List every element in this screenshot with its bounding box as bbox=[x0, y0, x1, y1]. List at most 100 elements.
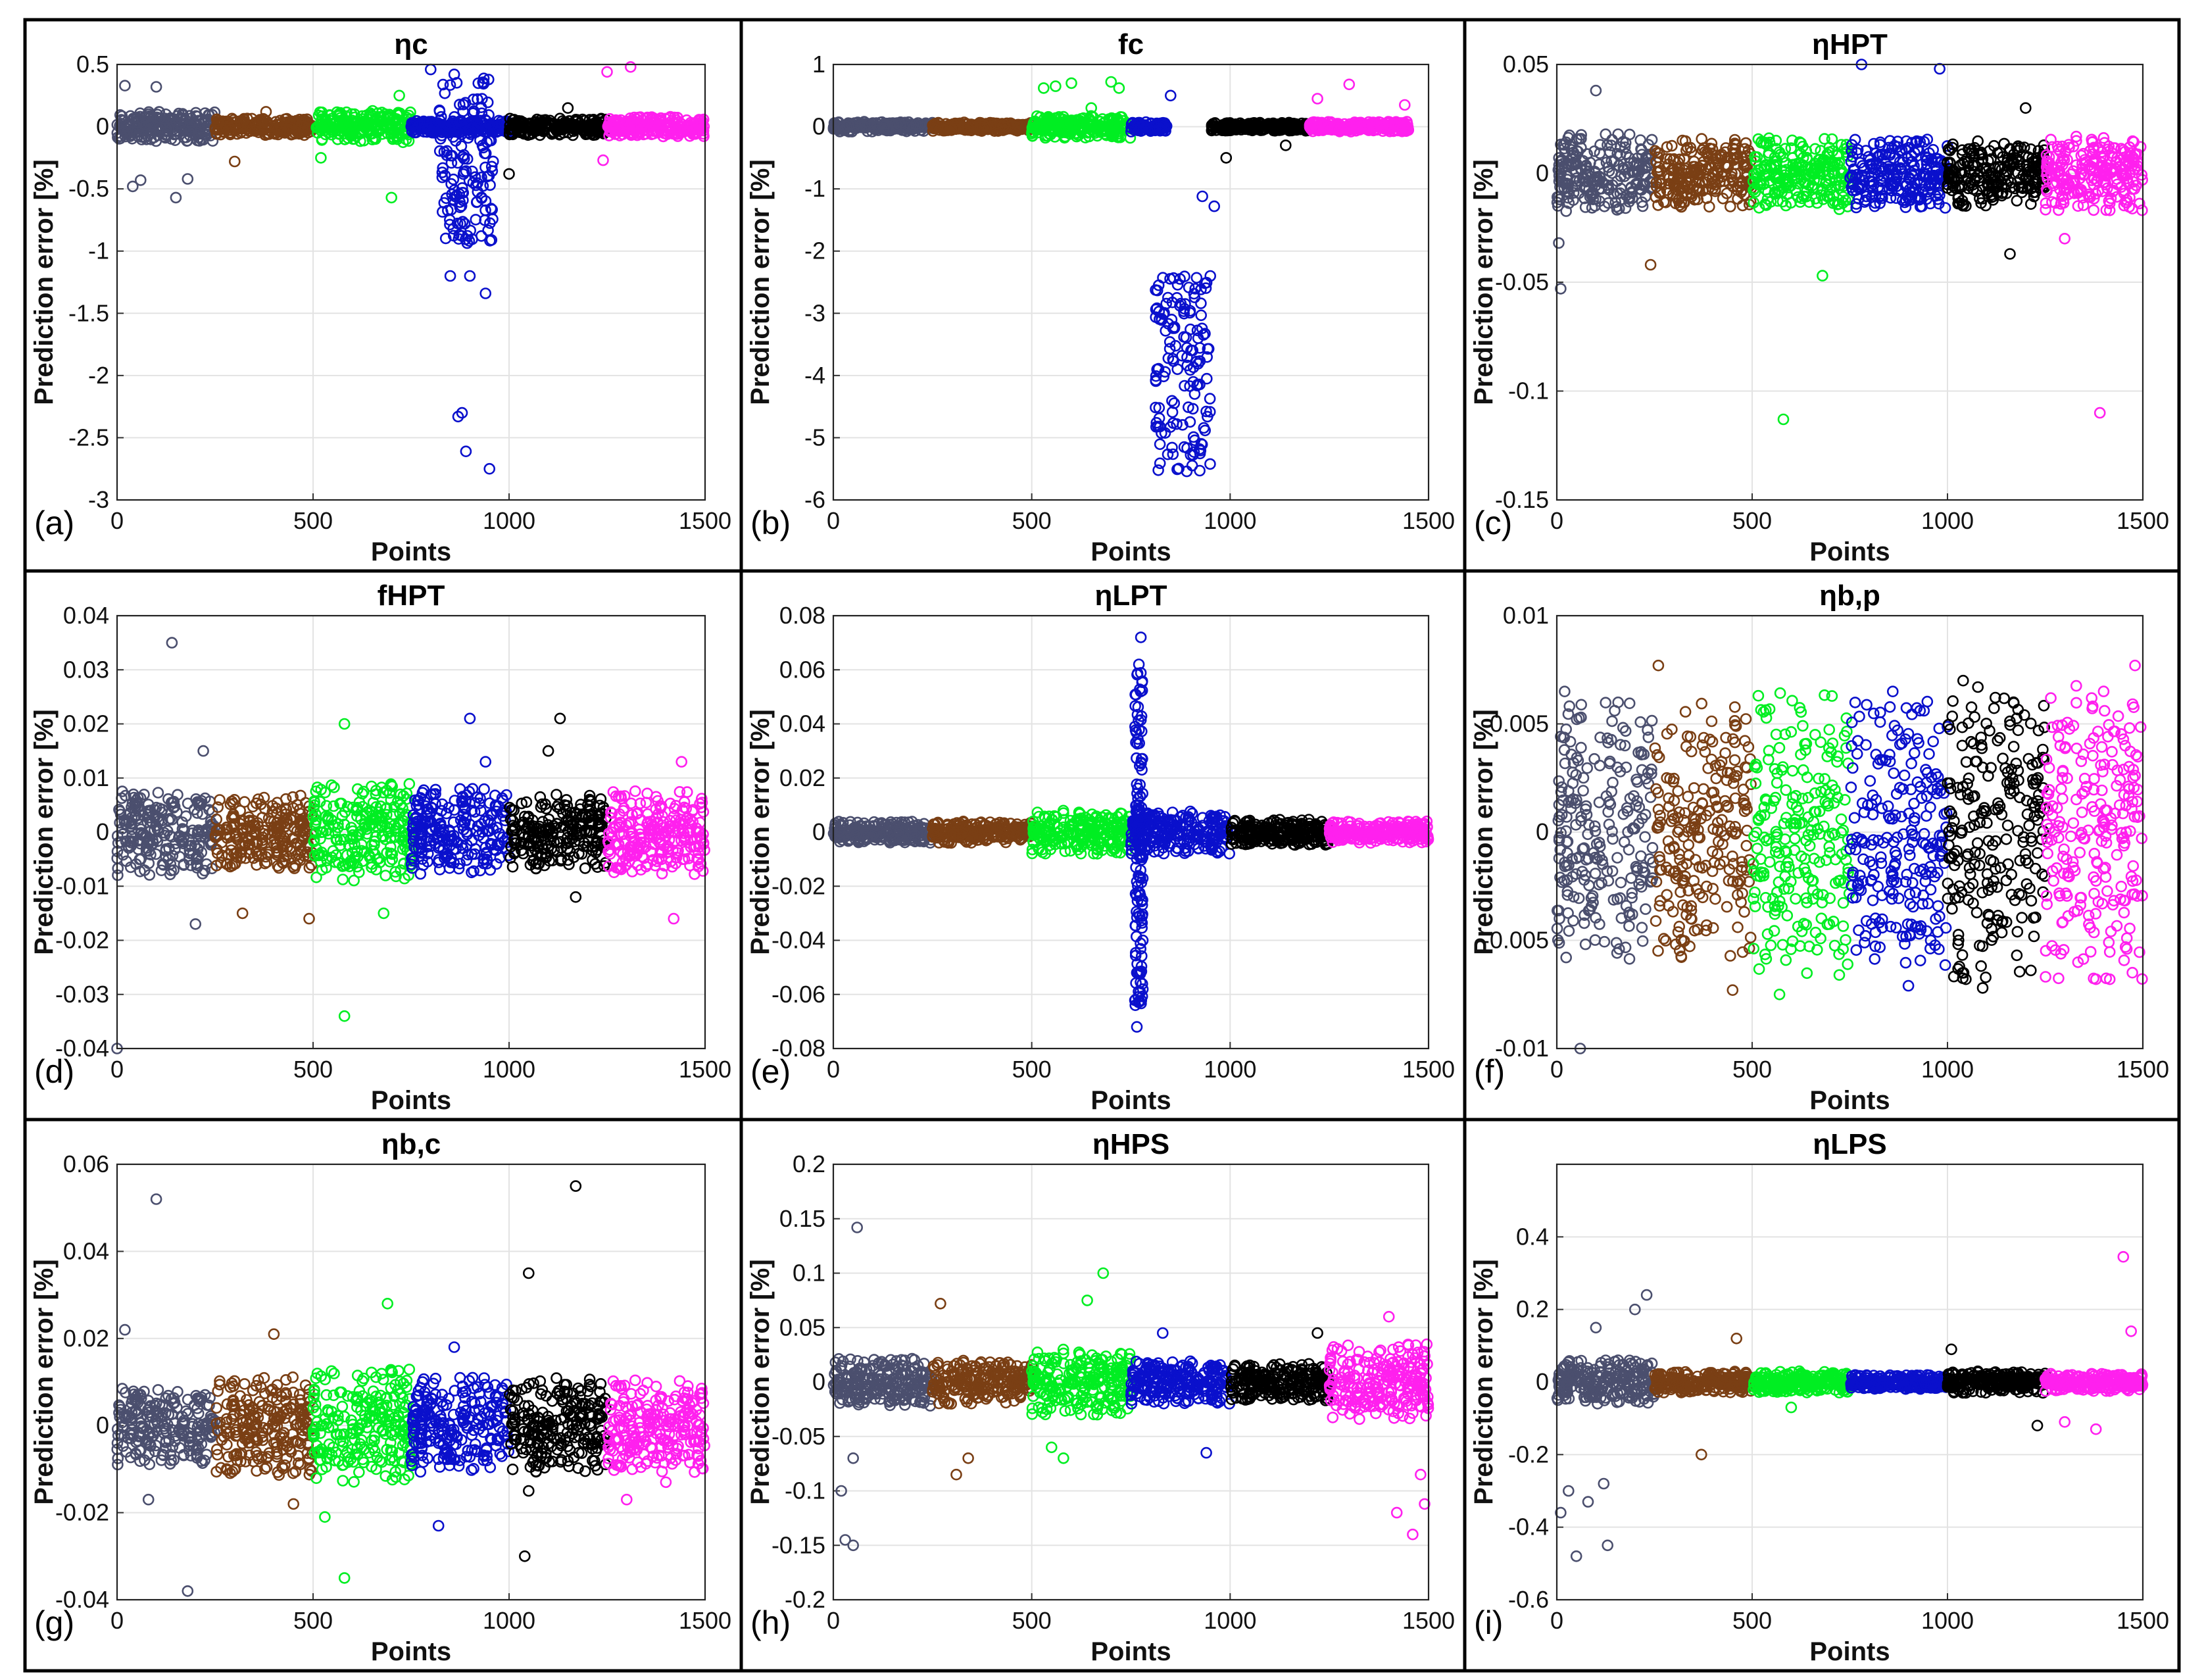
x-tick-label: 500 bbox=[293, 507, 333, 534]
y-tick-label: 0.03 bbox=[63, 656, 109, 683]
data-point bbox=[393, 89, 405, 102]
data-point bbox=[238, 118, 251, 130]
chart-panel: 0 500 1000 1500-0.15-0.1-0.0500.05ηHPTPoint… bbox=[1469, 28, 2169, 566]
data-point bbox=[176, 119, 189, 132]
y-tick-label: -6 bbox=[804, 486, 825, 513]
y-tick-label: -0.5 bbox=[68, 175, 109, 202]
data-point bbox=[391, 133, 404, 145]
y-tick-label: 1 bbox=[812, 51, 825, 78]
data-point bbox=[181, 135, 193, 147]
y-axis-label: Prediction error [%] bbox=[746, 159, 775, 405]
data-point bbox=[182, 173, 194, 185]
data-point bbox=[374, 115, 387, 128]
x-tick-label: 1500 bbox=[1402, 507, 1455, 534]
chart-title: ηHPT bbox=[1812, 28, 1888, 61]
y-tick-label: -1.5 bbox=[68, 299, 109, 326]
data-point bbox=[139, 111, 151, 122]
y-tick-label: -3 bbox=[804, 299, 825, 326]
data-point bbox=[362, 124, 375, 136]
data-point bbox=[158, 112, 170, 125]
panel-letter: (a) bbox=[34, 505, 74, 541]
y-tick-label: -4 bbox=[804, 362, 825, 389]
data-point bbox=[259, 129, 272, 141]
data-point bbox=[165, 133, 178, 145]
data-point bbox=[150, 135, 162, 147]
data-point bbox=[120, 127, 133, 139]
x-tick-label: 1500 bbox=[2117, 507, 2169, 534]
x-tick-label: 500 bbox=[293, 1056, 333, 1083]
y-tick-label: 0.05 bbox=[1503, 51, 1549, 78]
chart-panel: 0 500 1000 1500-0.04-0.03-0.02-0.0100.010.0… bbox=[30, 580, 731, 1115]
y-tick-label: -0.03 bbox=[55, 981, 109, 1008]
data-point bbox=[162, 122, 175, 134]
data-point bbox=[371, 118, 383, 131]
panel-layer: 0 500 1000 1500-3-2.5-2-1.5-1-0.500.5ηcPoin… bbox=[30, 28, 2169, 1666]
data-point bbox=[119, 80, 131, 91]
y-tick-label: -2 bbox=[88, 362, 109, 389]
data-point bbox=[133, 128, 145, 141]
panel-letter: (b) bbox=[750, 505, 791, 541]
data-point bbox=[135, 131, 147, 143]
x-tick-label: 0 bbox=[827, 507, 840, 534]
data-point bbox=[254, 114, 266, 126]
y-axis-label: Prediction error [%] bbox=[1469, 159, 1498, 405]
data-point bbox=[316, 110, 329, 122]
y-tick-label: -0.05 bbox=[1495, 268, 1549, 295]
y-tick-label: 0 bbox=[812, 113, 825, 140]
data-point bbox=[243, 119, 255, 131]
y-tick-label: -2.5 bbox=[68, 424, 109, 451]
data-point bbox=[224, 127, 237, 139]
x-tick-label: 500 bbox=[1012, 507, 1052, 534]
y-tick-label: -3 bbox=[88, 486, 109, 513]
data-point bbox=[397, 136, 409, 149]
chart-title: fc bbox=[1118, 28, 1144, 61]
y-tick-label: 0 bbox=[1536, 160, 1549, 187]
y-tick-label: -5 bbox=[804, 424, 825, 451]
data-point bbox=[386, 123, 398, 135]
data-point bbox=[260, 106, 272, 118]
x-tick-label: 0 bbox=[110, 1056, 124, 1083]
data-points bbox=[111, 61, 710, 475]
x-tick-label: 1000 bbox=[1204, 507, 1256, 534]
chart-panel: 0 500 1000 1500-6-5-4-3-2-101fcPointsPredic… bbox=[746, 28, 1455, 566]
data-point bbox=[228, 155, 241, 168]
y-tick-label: -0.02 bbox=[55, 927, 109, 954]
x-tick-label: 0 bbox=[1550, 507, 1563, 534]
y-tick-label: 0 bbox=[96, 818, 109, 845]
data-point bbox=[212, 116, 224, 129]
y-tick-label: 0.01 bbox=[63, 764, 109, 791]
chart-panel: 0 500 1000 1500-3-2.5-2-1.5-1-0.500.5ηcPoin… bbox=[30, 28, 731, 566]
x-tick-label: 500 bbox=[1732, 507, 1772, 534]
x-axis-label: Points bbox=[1809, 537, 1890, 566]
y-tick-label: -2 bbox=[804, 237, 825, 264]
x-tick-label: 1000 bbox=[483, 507, 535, 534]
data-point bbox=[174, 116, 185, 129]
y-tick-label: 0 bbox=[96, 113, 109, 140]
data-point bbox=[185, 125, 197, 137]
data-point bbox=[385, 191, 398, 204]
data-point bbox=[174, 118, 187, 130]
y-tick-label: 0.04 bbox=[63, 602, 109, 629]
data-point bbox=[150, 81, 162, 93]
data-point bbox=[129, 112, 141, 124]
data-point bbox=[333, 118, 346, 131]
y-axis-label: Prediction error [%] bbox=[30, 159, 59, 405]
data-point bbox=[392, 107, 404, 119]
y-tick-label: 0.02 bbox=[63, 710, 109, 737]
data-point bbox=[162, 114, 174, 126]
data-point bbox=[154, 112, 166, 124]
y-tick-label: -0.01 bbox=[55, 872, 109, 899]
data-point bbox=[113, 133, 125, 145]
x-tick-label: 1500 bbox=[679, 507, 731, 534]
data-point bbox=[275, 124, 287, 136]
x-tick-label: 1000 bbox=[1921, 507, 1974, 534]
y-tick-label: -1 bbox=[88, 237, 109, 264]
data-point bbox=[319, 113, 331, 125]
x-axis-label: Points bbox=[1090, 537, 1171, 566]
data-point bbox=[351, 116, 364, 128]
data-point bbox=[366, 134, 379, 145]
data-point bbox=[135, 174, 147, 186]
y-tick-label: -0.1 bbox=[1508, 378, 1549, 405]
x-axis-label: Points bbox=[371, 537, 451, 566]
